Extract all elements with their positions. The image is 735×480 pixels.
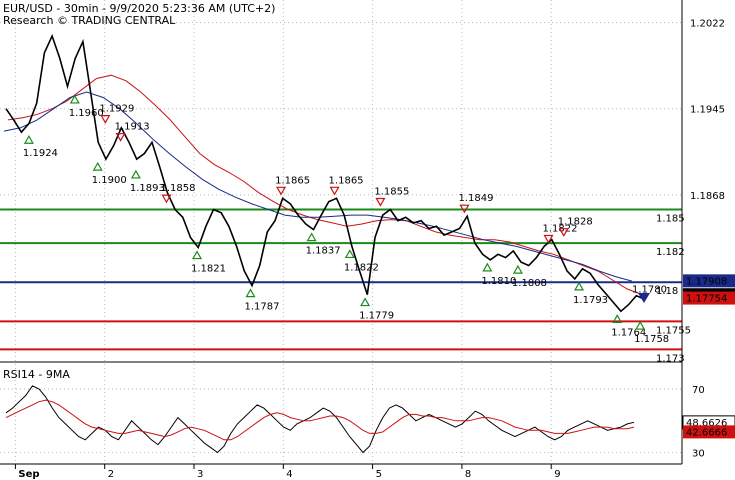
swing-high-label: 1.1865 xyxy=(275,175,310,186)
chart-title-line1: EUR/USD - 30min - 9/9/2020 5:23:36 AM (U… xyxy=(3,2,275,15)
forecast-arrow xyxy=(638,293,650,304)
swing-low-label: 1.1758 xyxy=(634,334,669,345)
price-tick-label: 1.2022 xyxy=(690,19,725,30)
price-badge-box xyxy=(683,274,735,288)
swing-low-label: 1.1764 xyxy=(611,327,646,338)
rsi-line xyxy=(5,385,635,454)
moving-averages xyxy=(3,74,643,296)
swing-high-label: 1.1828 xyxy=(558,217,593,228)
swing-low-marker xyxy=(635,320,646,330)
swing-low-marker xyxy=(69,94,80,104)
price-gridlines xyxy=(0,0,682,462)
swing-low-marker xyxy=(482,262,493,272)
x-tick-label: 9 xyxy=(554,469,560,480)
swing-low-marker xyxy=(612,314,623,323)
rsi-panel-title: RSI14 - 9MA xyxy=(3,368,70,381)
swing-low-marker xyxy=(344,249,355,259)
x-tick-label: 4 xyxy=(286,469,292,480)
swing-high-label: 1.1855 xyxy=(374,186,409,197)
swing-high-marker xyxy=(558,228,569,237)
swing-high-marker xyxy=(115,132,126,142)
swing-low-label: 1.1900 xyxy=(92,175,127,186)
swing-low-label: 1.1821 xyxy=(191,264,226,275)
chart-title-line2: Research © TRADING CENTRAL xyxy=(3,14,176,27)
swing-low-label: 1.1960 xyxy=(69,108,104,119)
rsi-tick-label: 70 xyxy=(692,385,705,396)
red-line-label: 1.1780 xyxy=(632,285,667,296)
price-line xyxy=(5,33,645,313)
swing-low-marker xyxy=(191,250,203,260)
swing-low-label: 1.1793 xyxy=(573,295,608,306)
swing-low-label: 1.1808 xyxy=(512,278,547,289)
support-resistance-levels: 1.185 1.182 1.18 1.1755 1.173 xyxy=(0,208,691,364)
swing-high-label: 1.1849 xyxy=(458,193,493,204)
swing-low-marker xyxy=(23,135,34,144)
swing-high-marker xyxy=(459,204,470,214)
price-series xyxy=(5,33,650,313)
swing-low-label: 1.1837 xyxy=(306,246,341,257)
swing-low-marker xyxy=(512,264,523,274)
swing-high-marker xyxy=(276,186,287,196)
price-badge-label: 1.17908 xyxy=(686,276,727,287)
level-label: 1.173 xyxy=(656,353,685,364)
swing-high-marker xyxy=(543,234,554,244)
swing-low-marker xyxy=(130,169,141,179)
swing-low-marker xyxy=(574,281,585,291)
swing-low-marker xyxy=(360,297,371,307)
x-tick-label: 3 xyxy=(197,469,203,480)
rsi-series xyxy=(5,385,635,454)
swing-high-marker xyxy=(161,194,172,204)
swing-low-label: 1.1924 xyxy=(23,148,58,159)
ma-red-line xyxy=(7,74,643,296)
swing-high-marker xyxy=(329,186,340,196)
swing-low-label: 1.1787 xyxy=(245,302,280,313)
x-tick-label: 2 xyxy=(108,469,114,480)
price-tick-label: 1.1868 xyxy=(690,191,725,202)
swing-low-label: 1.1893 xyxy=(130,183,165,194)
swing-low-marker xyxy=(306,232,317,242)
rsi-badge-label: 42.6666 xyxy=(686,427,727,438)
swing-low-label: 1.1779 xyxy=(359,311,394,322)
right-price-axis: 1.20221.19451.18681.179081.177841.177547… xyxy=(682,19,735,459)
swing-high-label: 1.1865 xyxy=(329,175,364,186)
swing-high-marker xyxy=(100,115,111,124)
swing-high-label: 1.1929 xyxy=(99,104,134,115)
swing-annotations: 1.19241.19601.19291.19131.19001.18931.18… xyxy=(23,94,669,345)
level-label: 1.182 xyxy=(656,247,685,258)
swing-low-label: 1.1810 xyxy=(481,276,516,287)
swing-low-marker xyxy=(245,288,256,298)
price-tick-label: 1.1945 xyxy=(690,105,725,116)
swing-low-marker xyxy=(92,161,103,171)
price-badge-label: 1.17754 xyxy=(686,294,727,305)
level-label: 1.185 xyxy=(656,213,685,224)
x-axis: Sep 2 3 4 5 8 9 xyxy=(14,464,561,480)
rsi-gridlines xyxy=(0,388,682,453)
rsi-badge-label: 48.6626 xyxy=(686,418,727,429)
x-tick-label: 5 xyxy=(376,469,382,480)
x-tick-label: Sep xyxy=(18,469,39,480)
swing-low-label: 1.1822 xyxy=(344,262,379,273)
swing-high-label: 1.1913 xyxy=(115,122,150,133)
price-badge-box xyxy=(683,291,735,305)
ma-blue-line xyxy=(3,91,633,282)
swing-high-label: 1.1858 xyxy=(160,183,195,194)
swing-high-marker xyxy=(375,197,386,207)
rsi-badge-box xyxy=(683,425,735,439)
level-label: 1.1755 xyxy=(656,325,691,336)
rsi-tick-label: 30 xyxy=(692,448,705,459)
x-tick-label: 8 xyxy=(465,469,471,480)
rsi-ma-line xyxy=(5,399,635,441)
level-label: 1.18 xyxy=(656,286,678,297)
